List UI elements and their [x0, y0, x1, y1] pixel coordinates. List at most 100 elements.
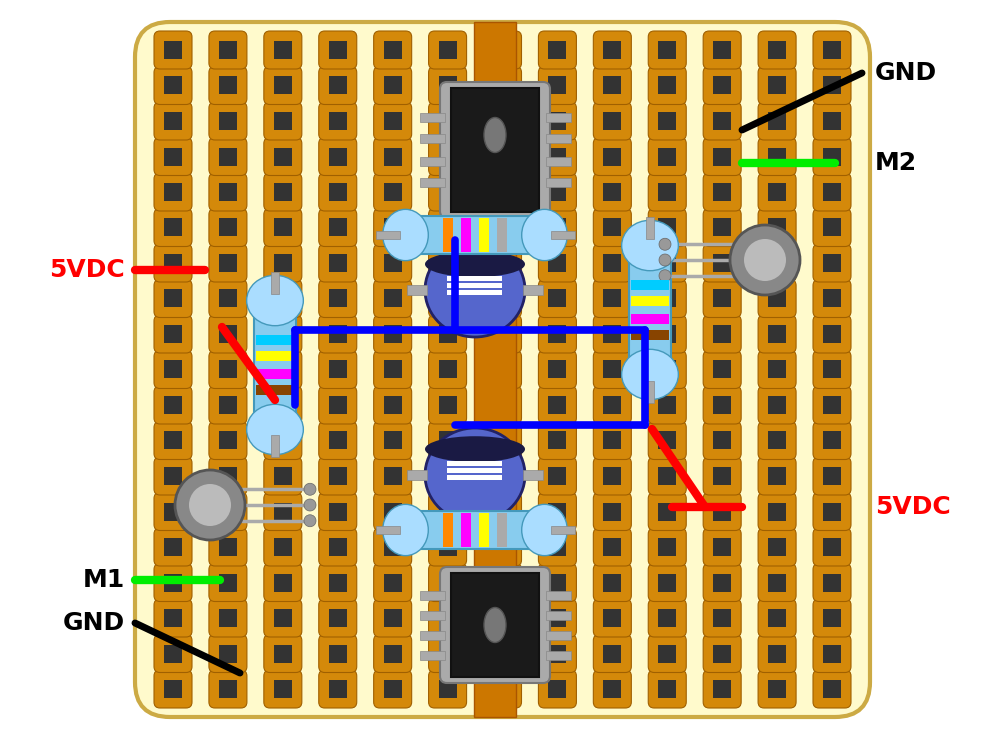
- FancyBboxPatch shape: [429, 173, 467, 211]
- FancyBboxPatch shape: [813, 386, 851, 424]
- FancyBboxPatch shape: [593, 137, 631, 176]
- Bar: [329, 76, 347, 95]
- Bar: [603, 609, 621, 627]
- Circle shape: [744, 239, 786, 281]
- Bar: [447, 276, 502, 281]
- Bar: [768, 41, 786, 59]
- FancyBboxPatch shape: [813, 315, 851, 353]
- FancyBboxPatch shape: [154, 102, 192, 140]
- FancyBboxPatch shape: [703, 599, 741, 637]
- Bar: [548, 183, 566, 201]
- Bar: [219, 254, 237, 272]
- FancyBboxPatch shape: [593, 31, 631, 69]
- FancyBboxPatch shape: [264, 279, 302, 318]
- Bar: [713, 431, 731, 450]
- FancyBboxPatch shape: [758, 492, 796, 531]
- FancyBboxPatch shape: [429, 31, 467, 69]
- Bar: [713, 183, 731, 201]
- Circle shape: [730, 225, 800, 295]
- Ellipse shape: [425, 437, 525, 462]
- Bar: [329, 680, 347, 698]
- FancyBboxPatch shape: [429, 634, 467, 673]
- FancyBboxPatch shape: [703, 279, 741, 318]
- FancyBboxPatch shape: [154, 492, 192, 531]
- Bar: [658, 112, 676, 130]
- Bar: [768, 148, 786, 165]
- FancyBboxPatch shape: [758, 386, 796, 424]
- Bar: [603, 290, 621, 307]
- Circle shape: [659, 270, 671, 282]
- Bar: [603, 325, 621, 343]
- Circle shape: [659, 238, 671, 250]
- Bar: [493, 573, 511, 592]
- Bar: [658, 218, 676, 237]
- FancyBboxPatch shape: [593, 102, 631, 140]
- Bar: [384, 41, 402, 59]
- Bar: [548, 538, 566, 556]
- FancyBboxPatch shape: [758, 137, 796, 176]
- FancyBboxPatch shape: [154, 173, 192, 211]
- Bar: [551, 231, 575, 239]
- FancyBboxPatch shape: [758, 564, 796, 601]
- FancyBboxPatch shape: [264, 102, 302, 140]
- Bar: [631, 279, 669, 290]
- FancyBboxPatch shape: [264, 31, 302, 69]
- Bar: [523, 470, 543, 480]
- FancyBboxPatch shape: [813, 457, 851, 495]
- Bar: [384, 503, 402, 520]
- FancyBboxPatch shape: [538, 457, 576, 495]
- Bar: [603, 680, 621, 698]
- Bar: [219, 573, 237, 592]
- Bar: [523, 285, 543, 295]
- Bar: [548, 396, 566, 414]
- Bar: [768, 183, 786, 201]
- Bar: [384, 431, 402, 450]
- FancyBboxPatch shape: [319, 66, 357, 104]
- Bar: [658, 503, 676, 520]
- Bar: [256, 385, 294, 395]
- Bar: [548, 290, 566, 307]
- Bar: [384, 218, 402, 237]
- FancyBboxPatch shape: [648, 351, 686, 389]
- FancyBboxPatch shape: [319, 315, 357, 353]
- FancyBboxPatch shape: [593, 421, 631, 459]
- Bar: [439, 573, 457, 592]
- Bar: [551, 526, 575, 534]
- FancyBboxPatch shape: [264, 599, 302, 637]
- FancyBboxPatch shape: [209, 421, 247, 459]
- FancyBboxPatch shape: [648, 244, 686, 282]
- Bar: [493, 396, 511, 414]
- Bar: [631, 296, 669, 306]
- Bar: [439, 431, 457, 450]
- Ellipse shape: [622, 220, 678, 270]
- Bar: [823, 76, 841, 95]
- FancyBboxPatch shape: [374, 492, 412, 531]
- Bar: [420, 590, 445, 600]
- Bar: [658, 76, 676, 95]
- FancyBboxPatch shape: [593, 66, 631, 104]
- FancyBboxPatch shape: [429, 209, 467, 246]
- Bar: [164, 396, 182, 414]
- FancyBboxPatch shape: [483, 315, 521, 353]
- Bar: [164, 183, 182, 201]
- FancyBboxPatch shape: [264, 421, 302, 459]
- Bar: [164, 538, 182, 556]
- FancyBboxPatch shape: [429, 528, 467, 566]
- FancyBboxPatch shape: [648, 634, 686, 673]
- Text: GND: GND: [63, 611, 125, 635]
- Bar: [479, 513, 489, 547]
- Bar: [493, 76, 511, 95]
- FancyBboxPatch shape: [374, 457, 412, 495]
- FancyBboxPatch shape: [264, 386, 302, 424]
- Bar: [603, 218, 621, 237]
- Bar: [219, 76, 237, 95]
- Bar: [384, 112, 402, 130]
- FancyBboxPatch shape: [319, 457, 357, 495]
- FancyBboxPatch shape: [813, 670, 851, 708]
- Bar: [164, 76, 182, 95]
- FancyBboxPatch shape: [254, 293, 296, 437]
- Bar: [658, 431, 676, 450]
- FancyBboxPatch shape: [374, 173, 412, 211]
- Bar: [439, 218, 457, 237]
- FancyBboxPatch shape: [264, 670, 302, 708]
